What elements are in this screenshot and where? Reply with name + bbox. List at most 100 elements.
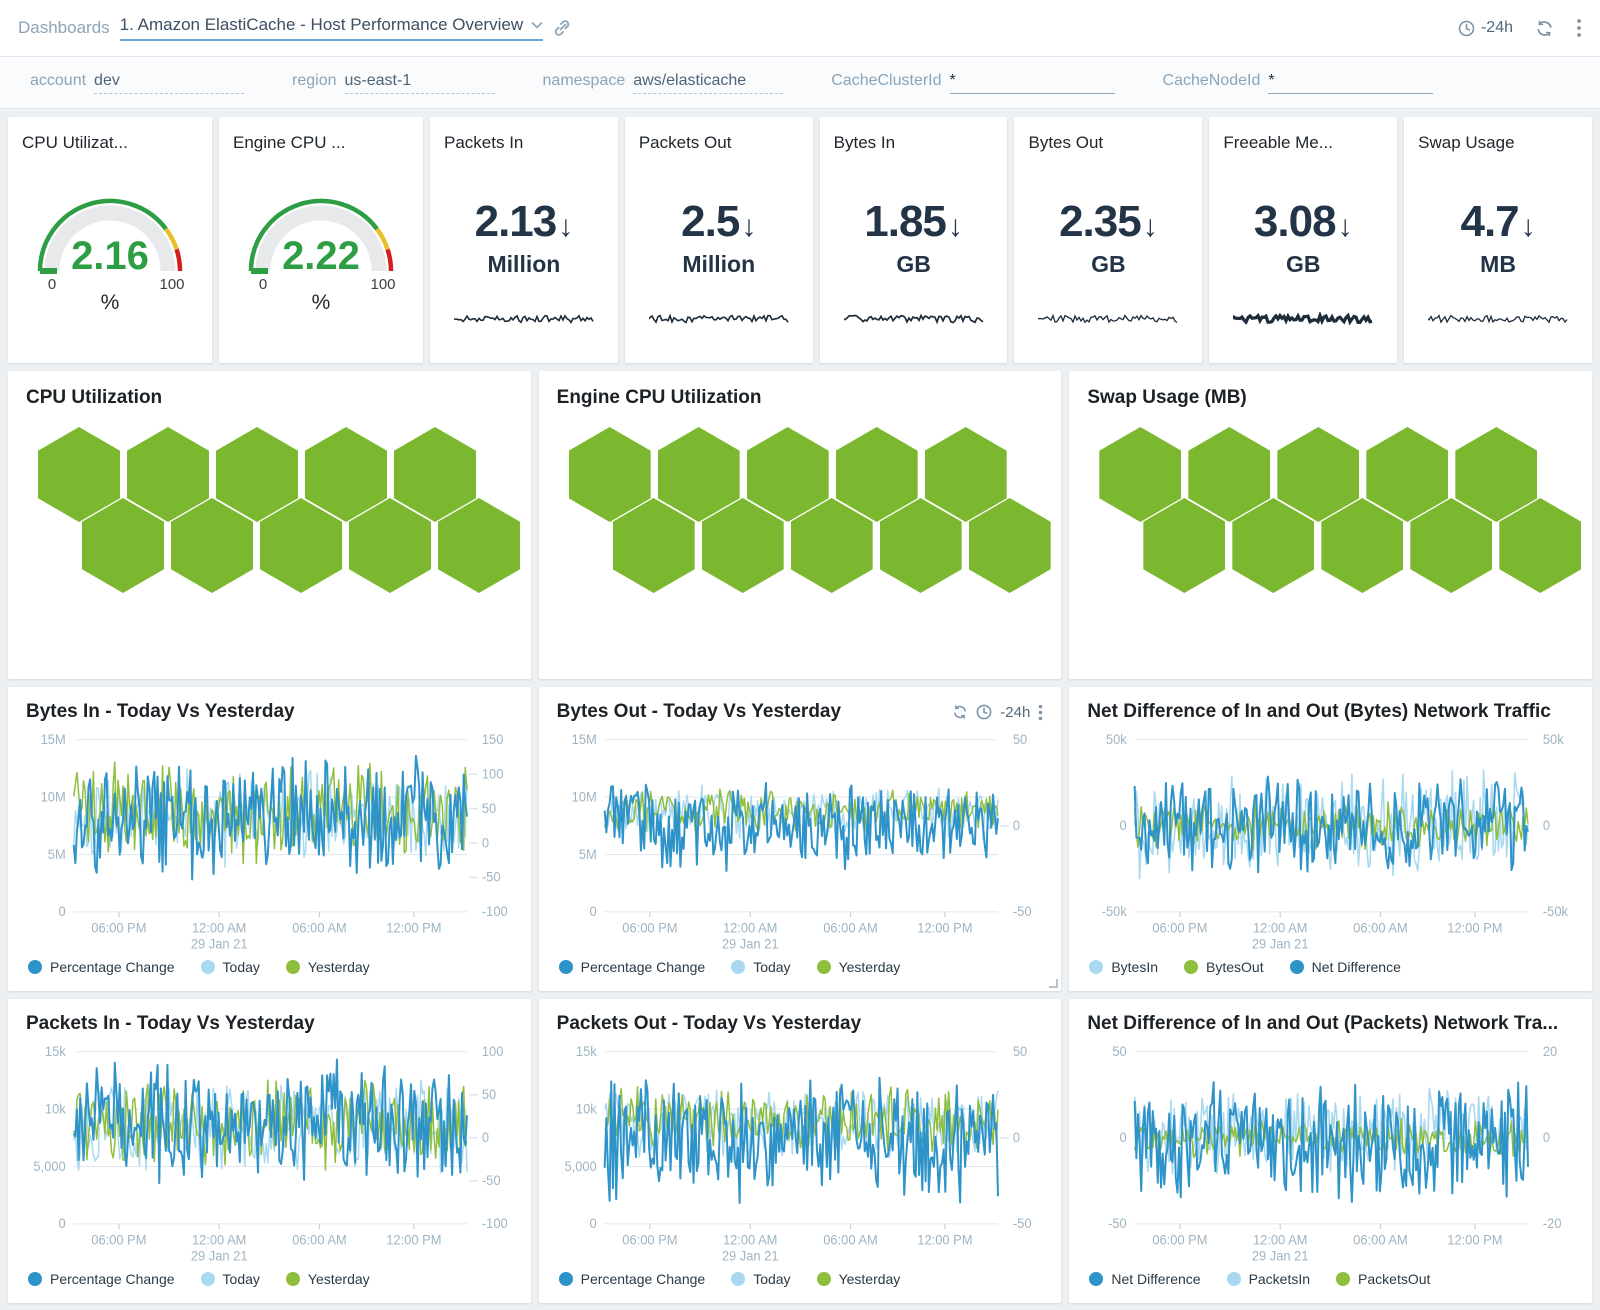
- kpi-card-bytes-in[interactable]: Bytes In 1.85↓ GB: [819, 117, 1008, 363]
- hexagon-cell[interactable]: [216, 427, 298, 522]
- filter-input-namespace[interactable]: aws/elasticache: [633, 72, 784, 94]
- hexagon-cell[interactable]: [568, 427, 651, 522]
- legend-item-bytesout[interactable]: BytesOut: [1184, 959, 1264, 975]
- kpi-card-cpu-utilizat[interactable]: CPU Utilizat... 2.16 0 100%: [8, 117, 212, 363]
- legend-dot: [816, 1272, 831, 1286]
- kpi-unit: Million: [487, 251, 561, 277]
- y-axis-tick-left: 5M: [48, 846, 66, 862]
- hexagon-cell[interactable]: [657, 427, 740, 522]
- legend-item-percentage-change[interactable]: Percentage Change: [28, 1271, 175, 1287]
- x-axis-date-label: 29 Jan 21: [1252, 936, 1309, 952]
- legend-dot: [816, 960, 831, 974]
- kpi-card-packets-out[interactable]: Packets Out 2.5↓ Million: [624, 117, 813, 363]
- chart-time-range[interactable]: -24h: [1000, 703, 1031, 721]
- legend-item-bytesin[interactable]: BytesIn: [1089, 959, 1158, 975]
- legend-item-today[interactable]: Today: [200, 1271, 260, 1287]
- legend-item-percentage-change[interactable]: Percentage Change: [558, 959, 705, 975]
- clock-icon[interactable]: [976, 704, 992, 720]
- x-axis-tick: 12:00 AM: [1253, 1232, 1307, 1248]
- legend-item-yesterday[interactable]: Yesterday: [816, 1271, 900, 1287]
- kpi-sparkline: [453, 314, 594, 324]
- legend-item-yesterday[interactable]: Yesterday: [285, 1271, 370, 1287]
- legend-item-net-difference[interactable]: Net Difference: [1089, 1271, 1201, 1287]
- kpi-card-engine-cpu[interactable]: Engine CPU ... 2.22 0 100%: [219, 117, 423, 363]
- legend-item-today[interactable]: Today: [200, 959, 260, 975]
- legend-label: Yesterday: [307, 1271, 370, 1287]
- chart-header: Bytes Out - Today Vs Yesterday -24h: [557, 701, 1044, 723]
- refresh-button[interactable]: [1535, 19, 1554, 38]
- filter-label: region: [292, 71, 337, 89]
- legend-label: PacketsOut: [1358, 1271, 1431, 1287]
- chart-legend: Percentage Change Today Yesterday: [26, 1269, 513, 1293]
- legend-item-percentage-change[interactable]: Percentage Change: [558, 1271, 706, 1287]
- gauge-value: 2.22: [282, 234, 360, 278]
- trend-down-icon: ↓: [1337, 210, 1353, 243]
- time-range-button[interactable]: -24h: [1458, 19, 1513, 37]
- resize-handle[interactable]: [1049, 979, 1059, 988]
- legend-label: Percentage Change: [580, 1271, 706, 1287]
- hexagon-cell[interactable]: [746, 427, 829, 522]
- x-axis-tick: 12:00 PM: [1448, 1232, 1503, 1248]
- kpi-value-row: 2.13↓: [444, 197, 604, 247]
- legend-label: Percentage Change: [50, 959, 175, 975]
- chart-title: Packets In - Today Vs Yesterday: [26, 1013, 315, 1034]
- legend-dot: [1226, 1272, 1241, 1286]
- legend-item-percentage-change[interactable]: Percentage Change: [28, 959, 175, 975]
- legend-dot: [1089, 1272, 1104, 1286]
- chart-header: Net Difference of In and Out (Bytes) Net…: [1087, 701, 1574, 723]
- chart-canvas[interactable]: 15M 10M 5M 0 150 100 50 0 -50 -100 06:00 PM 12:00 A…: [26, 729, 513, 957]
- legend-dot: [28, 1272, 42, 1286]
- kpi-unit: GB: [1091, 251, 1126, 277]
- legend-item-packetsout[interactable]: PacketsOut: [1336, 1271, 1430, 1287]
- series-yesterday: [603, 1085, 999, 1154]
- honeycomb-panel-swap-usage-mb: Swap Usage (MB): [1069, 371, 1592, 679]
- kebab-menu[interactable]: [1038, 704, 1043, 721]
- kpi-value: 2.5: [681, 197, 740, 246]
- x-axis-date-label: 29 Jan 21: [722, 1248, 779, 1264]
- filter-input-region[interactable]: us-east-1: [344, 72, 495, 94]
- filter-input-cachenodeid[interactable]: *: [1268, 72, 1434, 94]
- honeycomb-panel-engine-cpu-utilization: Engine CPU Utilization: [538, 371, 1062, 679]
- hexagon-cell[interactable]: [127, 427, 209, 522]
- legend-item-yesterday[interactable]: Yesterday: [816, 959, 900, 975]
- kpi-value: 3.08: [1253, 197, 1337, 246]
- hexagon-cell[interactable]: [305, 427, 387, 522]
- filter-input-account[interactable]: dev: [94, 72, 245, 94]
- kpi-card-packets-in[interactable]: Packets In 2.13↓ Million: [430, 117, 618, 363]
- legend-item-packetsin[interactable]: PacketsIn: [1226, 1271, 1310, 1287]
- filter-account: account dev: [30, 72, 245, 94]
- hexagon-cell[interactable]: [38, 427, 120, 522]
- filter-input-cacheclusterid[interactable]: *: [949, 72, 1115, 94]
- legend-dot: [1089, 960, 1104, 974]
- refresh-button[interactable]: [952, 704, 968, 720]
- chart-header: Net Difference of In and Out (Packets) N…: [1087, 1013, 1574, 1035]
- kpi-sparkline: [1233, 312, 1373, 326]
- hexagon-cell[interactable]: [394, 427, 476, 522]
- legend-item-today[interactable]: Today: [731, 959, 791, 975]
- x-axis-tick: 12:00 AM: [723, 1232, 777, 1248]
- kpi-card-bytes-out[interactable]: Bytes Out 2.35↓ GB: [1014, 117, 1203, 363]
- y-axis-tick-right: 0: [1543, 818, 1550, 834]
- gauge-value: 2.16: [71, 234, 149, 278]
- hexagon-cell[interactable]: [924, 427, 1007, 522]
- kebab-menu[interactable]: [1576, 18, 1582, 38]
- legend-label: Net Difference: [1111, 1271, 1201, 1287]
- chevron-down-icon: [531, 21, 543, 29]
- chart-canvas[interactable]: 15k 10k 5,000 0 100 50 0 -50 -100 06:00 PM 12:00 A…: [26, 1041, 513, 1269]
- hexagon-cell[interactable]: [835, 427, 918, 522]
- link-icon[interactable]: [553, 19, 571, 37]
- kpi-card-freeable-me[interactable]: Freeable Me... 3.08↓ GB: [1209, 117, 1398, 363]
- kpi-card-swap-usage[interactable]: Swap Usage 4.7↓ MB: [1404, 117, 1592, 363]
- kpi-value: 4.7: [1460, 197, 1519, 246]
- breadcrumb[interactable]: Dashboards: [18, 18, 110, 37]
- filter-region: region us-east-1: [292, 71, 495, 94]
- dashboard-title[interactable]: 1. Amazon ElastiCache - Host Performance…: [119, 15, 544, 41]
- legend-item-today[interactable]: Today: [731, 1271, 791, 1287]
- y-axis-tick-left: 15M: [571, 732, 596, 748]
- legend-item-net-difference[interactable]: Net Difference: [1289, 959, 1401, 975]
- legend-item-yesterday[interactable]: Yesterday: [285, 959, 370, 975]
